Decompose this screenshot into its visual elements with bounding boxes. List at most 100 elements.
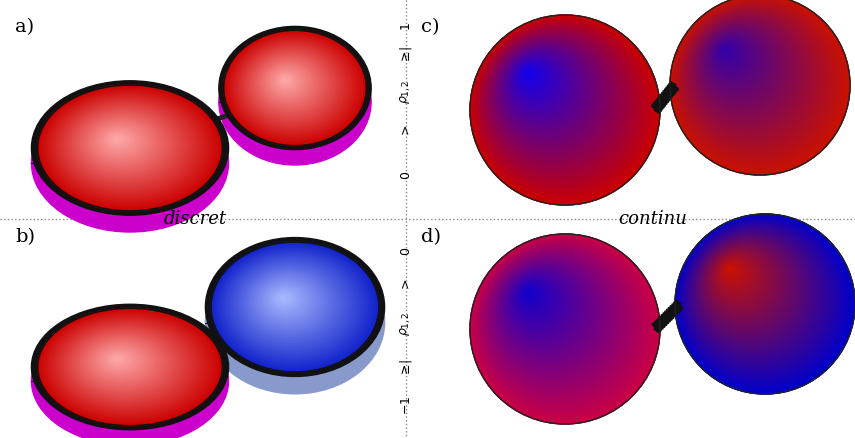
- Ellipse shape: [519, 64, 545, 91]
- Ellipse shape: [705, 245, 783, 322]
- Ellipse shape: [97, 125, 144, 158]
- Ellipse shape: [250, 272, 327, 332]
- Ellipse shape: [224, 30, 367, 146]
- Ellipse shape: [690, 229, 821, 360]
- Ellipse shape: [91, 343, 150, 380]
- Text: $\rho_{1,2}$: $\rho_{1,2}$: [399, 80, 413, 104]
- Ellipse shape: [511, 276, 563, 327]
- Ellipse shape: [725, 264, 739, 278]
- Ellipse shape: [239, 264, 340, 343]
- Ellipse shape: [470, 15, 660, 205]
- Ellipse shape: [477, 22, 643, 188]
- Ellipse shape: [699, 238, 799, 337]
- Ellipse shape: [520, 64, 545, 89]
- Ellipse shape: [107, 133, 129, 148]
- Ellipse shape: [490, 35, 613, 159]
- Ellipse shape: [513, 277, 559, 323]
- Ellipse shape: [268, 67, 306, 97]
- Ellipse shape: [705, 31, 767, 92]
- Text: $\rho_{1,2}$: $\rho_{1,2}$: [399, 312, 413, 336]
- Ellipse shape: [705, 244, 784, 323]
- Ellipse shape: [250, 51, 332, 118]
- Ellipse shape: [686, 11, 813, 138]
- Ellipse shape: [493, 39, 605, 151]
- Ellipse shape: [264, 283, 308, 317]
- Ellipse shape: [687, 11, 812, 137]
- Ellipse shape: [497, 42, 598, 142]
- Ellipse shape: [489, 253, 615, 379]
- Ellipse shape: [254, 55, 326, 113]
- Ellipse shape: [271, 69, 303, 94]
- Ellipse shape: [727, 266, 734, 273]
- Ellipse shape: [522, 67, 538, 83]
- Ellipse shape: [689, 14, 805, 130]
- Ellipse shape: [80, 336, 165, 389]
- Ellipse shape: [517, 281, 550, 314]
- Ellipse shape: [82, 336, 163, 388]
- Ellipse shape: [474, 19, 651, 196]
- Ellipse shape: [56, 320, 197, 410]
- Ellipse shape: [694, 233, 811, 350]
- Ellipse shape: [673, 0, 844, 169]
- Ellipse shape: [705, 244, 786, 325]
- Ellipse shape: [274, 71, 299, 92]
- Ellipse shape: [114, 357, 121, 361]
- Ellipse shape: [211, 242, 379, 372]
- Ellipse shape: [673, 0, 842, 167]
- Ellipse shape: [716, 254, 760, 300]
- Ellipse shape: [58, 99, 195, 192]
- Ellipse shape: [716, 41, 743, 68]
- Ellipse shape: [698, 22, 786, 111]
- Ellipse shape: [725, 264, 738, 277]
- Ellipse shape: [503, 48, 583, 128]
- Ellipse shape: [722, 261, 744, 283]
- Ellipse shape: [720, 45, 733, 58]
- Ellipse shape: [527, 71, 528, 73]
- Ellipse shape: [687, 12, 811, 136]
- Ellipse shape: [41, 310, 218, 423]
- Ellipse shape: [473, 18, 653, 198]
- Ellipse shape: [718, 43, 738, 63]
- Ellipse shape: [703, 241, 791, 330]
- Ellipse shape: [522, 285, 540, 304]
- Ellipse shape: [477, 241, 644, 408]
- Ellipse shape: [714, 253, 764, 303]
- Ellipse shape: [86, 117, 159, 168]
- Ellipse shape: [260, 280, 314, 321]
- Ellipse shape: [93, 123, 149, 161]
- Ellipse shape: [723, 263, 741, 281]
- Ellipse shape: [474, 18, 652, 197]
- Ellipse shape: [253, 54, 327, 114]
- Ellipse shape: [77, 333, 169, 392]
- Ellipse shape: [63, 324, 189, 404]
- Ellipse shape: [506, 52, 575, 120]
- Ellipse shape: [491, 35, 612, 157]
- Ellipse shape: [496, 41, 598, 144]
- Ellipse shape: [509, 273, 569, 334]
- Ellipse shape: [278, 74, 295, 88]
- Ellipse shape: [672, 0, 846, 171]
- Ellipse shape: [723, 262, 743, 282]
- Ellipse shape: [481, 26, 634, 178]
- Ellipse shape: [515, 60, 555, 100]
- Ellipse shape: [492, 256, 608, 372]
- Text: $0$: $0$: [399, 247, 413, 256]
- Ellipse shape: [698, 237, 802, 341]
- Ellipse shape: [99, 347, 140, 373]
- Ellipse shape: [47, 92, 209, 202]
- Ellipse shape: [513, 58, 560, 105]
- Ellipse shape: [503, 266, 584, 348]
- Ellipse shape: [706, 31, 765, 91]
- Ellipse shape: [226, 253, 360, 357]
- Ellipse shape: [498, 43, 593, 138]
- Ellipse shape: [684, 223, 834, 374]
- Ellipse shape: [487, 32, 620, 165]
- Ellipse shape: [277, 293, 291, 304]
- Ellipse shape: [701, 240, 793, 332]
- Ellipse shape: [262, 281, 312, 320]
- Ellipse shape: [701, 26, 778, 103]
- Ellipse shape: [676, 1, 836, 161]
- Ellipse shape: [691, 15, 802, 127]
- Ellipse shape: [702, 241, 792, 331]
- Ellipse shape: [699, 25, 781, 106]
